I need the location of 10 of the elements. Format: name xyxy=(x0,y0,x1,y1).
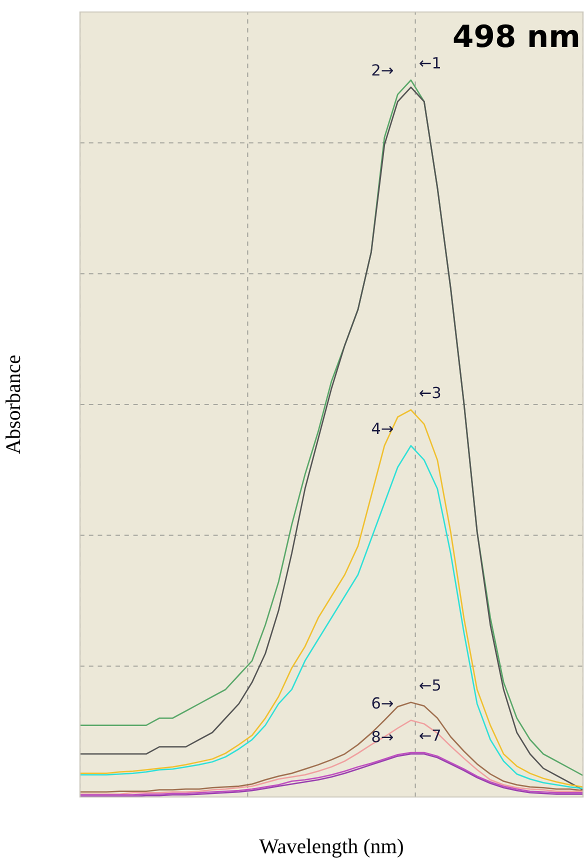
text: ←1 xyxy=(420,57,440,68)
annotation: ←5 xyxy=(420,679,440,691)
text: 2→ xyxy=(372,64,393,76)
text: 498 nm xyxy=(454,24,578,48)
annotation: 6→ xyxy=(372,697,393,709)
annotation: ←7 xyxy=(420,730,440,741)
annotation: ←3 xyxy=(420,386,440,398)
x-axis-title: Wavelength (nm) xyxy=(259,838,403,858)
annotation: 8→ xyxy=(372,730,393,742)
y-axis-title: Absorbance xyxy=(6,355,20,454)
